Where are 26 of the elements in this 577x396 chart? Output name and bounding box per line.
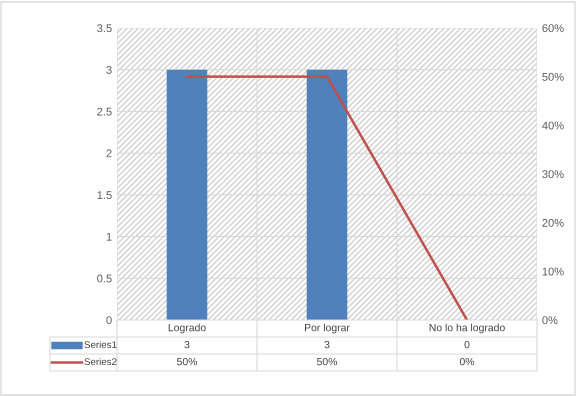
x-tick-label: No lo ha logrado	[430, 324, 505, 334]
legend-label: Series2	[84, 358, 116, 366]
y2-tick-label: 10%	[542, 268, 564, 276]
y-tick-label: 0.5	[97, 274, 112, 282]
data-label: 0	[464, 340, 470, 348]
y-tick-label: 1.5	[98, 191, 112, 199]
legend-label: Series1	[84, 340, 116, 348]
y-tick-label: 3	[106, 66, 112, 74]
y-tick-label: 2.5	[97, 108, 112, 116]
y2-tick-label: 30%	[542, 170, 564, 178]
data-label: 3	[184, 340, 190, 348]
x-tick-label: Por lograr	[304, 324, 350, 334]
x-tick-label: Logrado	[168, 324, 206, 334]
y2-tick-label: 40%	[542, 122, 564, 130]
y-tick-label: 1	[106, 232, 112, 241]
data-label: 50%	[316, 358, 338, 366]
y-tick-label: 3.5	[97, 24, 112, 32]
data-label: 50%	[176, 358, 198, 366]
data-label: 0%	[460, 358, 474, 366]
y-tick-label: 2	[106, 149, 112, 158]
y-tick-label: 0	[106, 316, 112, 324]
data-label: 3	[324, 340, 330, 348]
y2-tick-label: 60%	[542, 24, 564, 32]
y2-tick-label: 0%	[542, 316, 558, 324]
y2-tick-label: 50%	[542, 72, 564, 81]
y2-tick-label: 20%	[542, 218, 564, 227]
